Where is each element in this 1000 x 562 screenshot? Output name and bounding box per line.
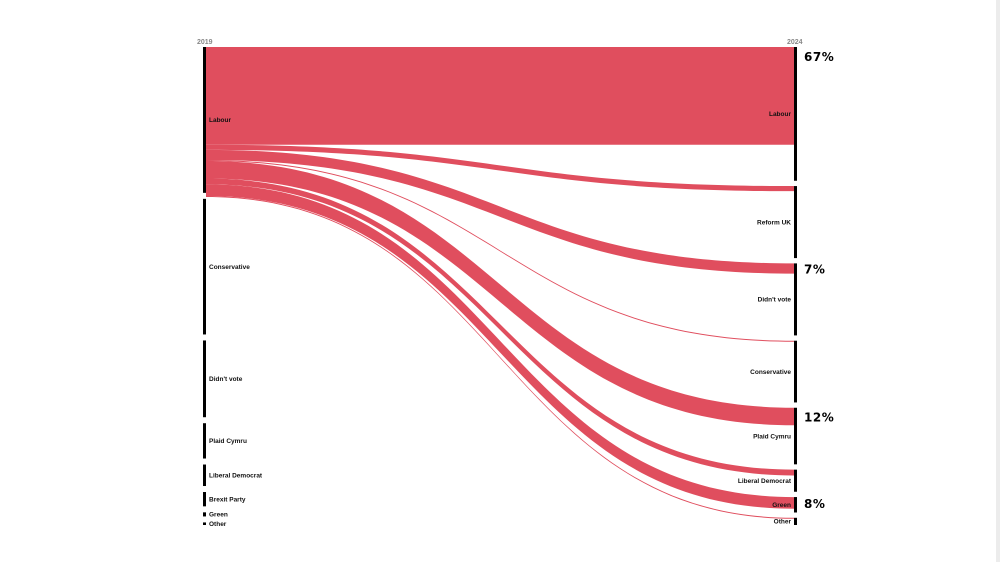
- right-node-label-conservative: Conservative: [750, 369, 791, 376]
- right-node-bar-labour: [794, 47, 797, 181]
- right-node-label-plaid-cymru: Plaid Cymru: [753, 433, 791, 440]
- flow-labour-to-liberal-democrat: [206, 178, 794, 476]
- right-node-label-didn-t-vote: Didn't vote: [758, 297, 792, 304]
- left-node-bar-conservative: [203, 198, 206, 335]
- left-node-label-green: Green: [209, 512, 228, 519]
- left-node-bar-didn-t-vote: [203, 340, 206, 418]
- right-edge-rule: [996, 0, 1000, 562]
- flow-percent-label: 7%: [804, 262, 825, 276]
- right-node-bar-conservative: [794, 340, 797, 403]
- left-node-bar-plaid-cymru: [203, 423, 206, 459]
- left-node-bar-other: [203, 522, 206, 525]
- left-node-label-other: Other: [209, 521, 227, 528]
- left-node-bar-brexit-party: [203, 492, 206, 507]
- flow-labour-to-other: [206, 196, 794, 519]
- left-year-label: 2019: [197, 39, 213, 46]
- flow-percent-label: 8%: [804, 497, 825, 511]
- flow-labour-to-plaid-cymru: [206, 161, 794, 426]
- right-node-label-reform-uk: Reform UK: [757, 219, 791, 226]
- right-node-bar-plaid-cymru: [794, 407, 797, 465]
- flow-percent-label: 12%: [804, 411, 834, 425]
- left-node-label-didn-t-vote: Didn't vote: [209, 376, 243, 383]
- right-node-label-green: Green: [772, 502, 791, 509]
- right-node-bar-didn-t-vote: [794, 263, 797, 336]
- left-node-bar-liberal-democrat: [203, 464, 206, 487]
- flow-labour-to-didn-t-vote: [206, 149, 794, 274]
- right-node-bar-green: [794, 497, 797, 513]
- left-node-label-plaid-cymru: Plaid Cymru: [209, 438, 247, 445]
- right-node-label-other: Other: [774, 519, 792, 526]
- right-node-label-labour: Labour: [769, 111, 791, 118]
- left-node-bar-green: [203, 512, 206, 517]
- labels-group: 2019 2024 67% 7% 12% 8% Labour Conservative Di…: [197, 39, 834, 528]
- right-node-label-liberal-democrat: Liberal Democrat: [738, 478, 792, 485]
- flow-percent-label: 67%: [804, 50, 834, 64]
- left-node-label-conservative: Conservative: [209, 264, 250, 271]
- left-node-bar-labour: [203, 47, 206, 193]
- flow-labour-to-reform-uk: [206, 144, 794, 192]
- right-node-bar-reform-uk: [794, 186, 797, 259]
- flow-labour-to-conservative: [206, 160, 794, 342]
- right-node-bar-liberal-democrat: [794, 469, 797, 492]
- right-year-label: 2024: [787, 39, 803, 46]
- left-node-label-brexit-party: Brexit Party: [209, 496, 246, 503]
- left-node-label-labour: Labour: [209, 117, 231, 124]
- right-node-bar-other: [794, 517, 797, 525]
- flow-labour-to-labour: [206, 47, 794, 145]
- flows-group: [206, 47, 794, 519]
- flow-labour-to-green: [206, 184, 794, 509]
- node-bars-group: [203, 47, 797, 525]
- left-node-label-liberal-democrat: Liberal Democrat: [209, 473, 263, 480]
